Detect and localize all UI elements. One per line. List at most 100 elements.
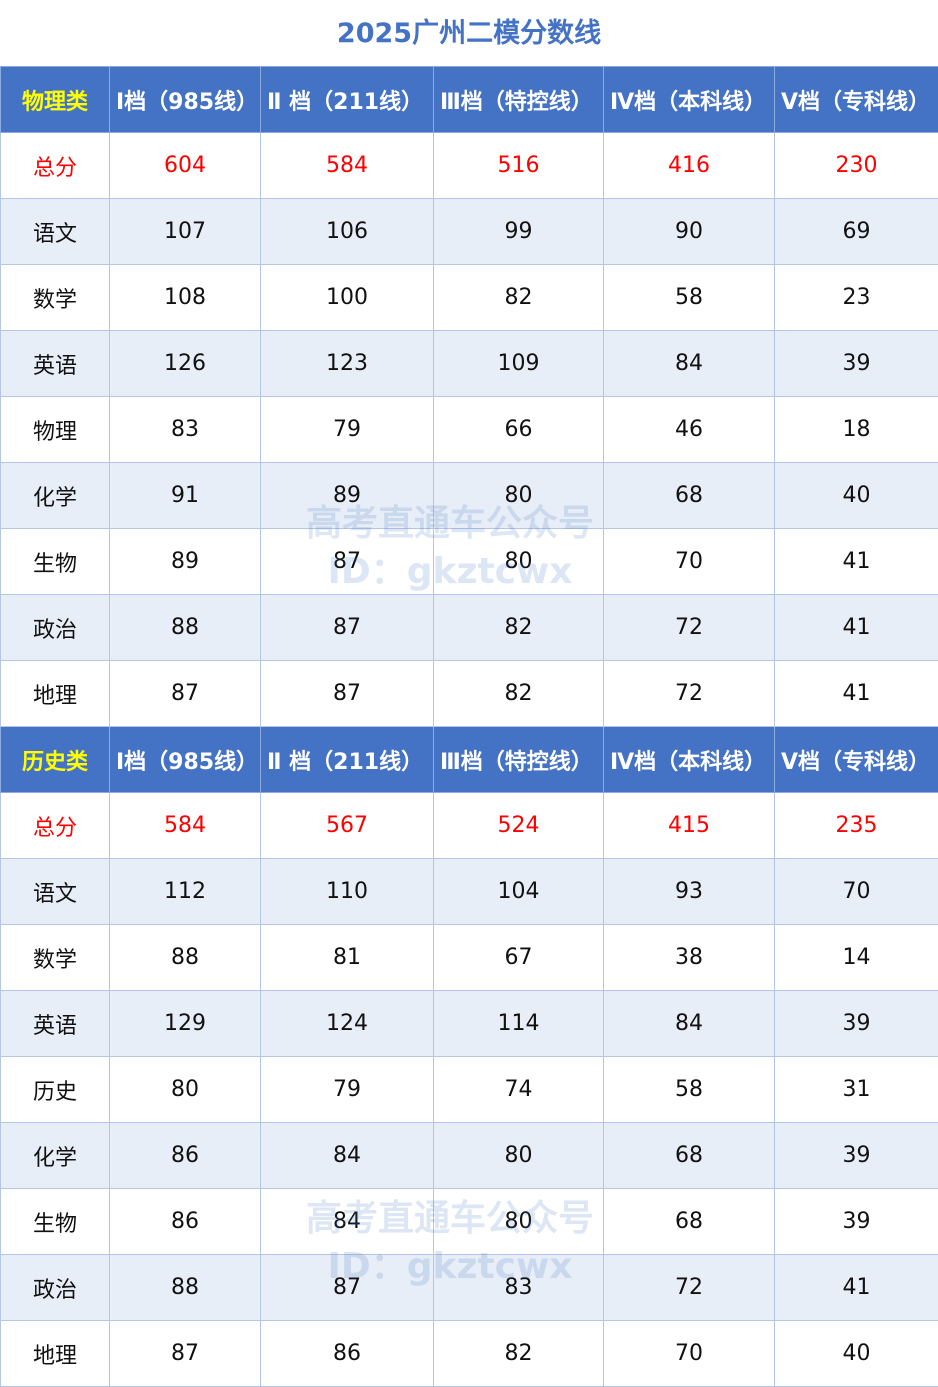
score-cell: 567 xyxy=(260,792,434,859)
table-row: 政治 88 87 82 72 41 xyxy=(0,594,938,661)
score-cell: 38 xyxy=(603,924,775,991)
column-header: Ⅰ档（985线） xyxy=(109,726,261,793)
score-cell: 81 xyxy=(260,924,434,991)
header-row: 物理类 Ⅰ档（985线） Ⅱ 档（211线） Ⅲ档（特控线） Ⅳ档（本科线） Ⅴ档（专科线… xyxy=(0,66,938,133)
column-header: Ⅲ档（特控线） xyxy=(433,66,604,133)
score-cell: 80 xyxy=(433,1122,604,1189)
score-cell: 89 xyxy=(109,528,261,595)
score-cell: 109 xyxy=(433,330,604,397)
score-cell: 80 xyxy=(433,528,604,595)
score-cell: 58 xyxy=(603,1056,775,1123)
category-header: 历史类 xyxy=(0,726,110,793)
score-cell: 66 xyxy=(433,396,604,463)
table-row: 生物 86 84 80 68 39 xyxy=(0,1188,938,1255)
score-cell: 89 xyxy=(260,462,434,529)
score-cell: 39 xyxy=(774,990,938,1057)
subject-cell: 地理 xyxy=(0,1320,110,1387)
table-row: 语文 107 106 99 90 69 xyxy=(0,198,938,265)
table-row: 地理 87 86 82 70 40 xyxy=(0,1320,938,1387)
score-cell: 39 xyxy=(774,330,938,397)
score-cell: 516 xyxy=(433,132,604,199)
table-row: 语文 112 110 104 93 70 xyxy=(0,858,938,925)
column-header: Ⅱ 档（211线） xyxy=(260,66,434,133)
score-cell: 46 xyxy=(603,396,775,463)
subject-cell: 英语 xyxy=(0,990,110,1057)
subject-cell: 化学 xyxy=(0,462,110,529)
score-cell: 70 xyxy=(603,528,775,595)
score-cell: 235 xyxy=(774,792,938,859)
score-cell: 82 xyxy=(433,264,604,331)
table-row: 生物 89 87 80 70 41 xyxy=(0,528,938,595)
score-cell: 87 xyxy=(260,594,434,661)
column-header: Ⅱ 档（211线） xyxy=(260,726,434,793)
subject-cell: 地理 xyxy=(0,660,110,727)
subject-cell: 历史 xyxy=(0,1056,110,1123)
subject-cell: 总分 xyxy=(0,792,110,859)
score-cell: 84 xyxy=(603,990,775,1057)
table-row: 化学 86 84 80 68 39 xyxy=(0,1122,938,1189)
page-title: 2025广州二模分数线 xyxy=(336,18,602,49)
column-header: Ⅲ档（特控线） xyxy=(433,726,604,793)
score-cell: 82 xyxy=(433,594,604,661)
score-cell: 126 xyxy=(109,330,261,397)
score-cell: 82 xyxy=(433,1320,604,1387)
score-cell: 41 xyxy=(774,1254,938,1321)
table-row: 英语 126 123 109 84 39 xyxy=(0,330,938,397)
score-cell: 91 xyxy=(109,462,261,529)
score-cell: 86 xyxy=(109,1188,261,1255)
score-cell: 106 xyxy=(260,198,434,265)
score-cell: 41 xyxy=(774,594,938,661)
subject-cell: 总分 xyxy=(0,132,110,199)
score-cell: 31 xyxy=(774,1056,938,1123)
header-row: 历史类 Ⅰ档（985线） Ⅱ 档（211线） Ⅲ档（特控线） Ⅳ档（本科线） Ⅴ档（专科线… xyxy=(0,726,938,793)
score-cell: 86 xyxy=(260,1320,434,1387)
subject-cell: 语文 xyxy=(0,198,110,265)
score-cell: 72 xyxy=(603,660,775,727)
score-cell: 80 xyxy=(433,462,604,529)
score-table: 物理类 Ⅰ档（985线） Ⅱ 档（211线） Ⅲ档（特控线） Ⅳ档（本科线） Ⅴ档（专科线… xyxy=(0,66,938,1387)
score-cell: 68 xyxy=(603,1122,775,1189)
score-cell: 18 xyxy=(774,396,938,463)
score-cell: 40 xyxy=(774,1320,938,1387)
score-cell: 230 xyxy=(774,132,938,199)
score-cell: 88 xyxy=(109,924,261,991)
score-cell: 83 xyxy=(109,396,261,463)
score-cell: 23 xyxy=(774,264,938,331)
score-cell: 99 xyxy=(433,198,604,265)
score-cell: 68 xyxy=(603,1188,775,1255)
score-cell: 584 xyxy=(109,792,261,859)
score-cell: 87 xyxy=(260,528,434,595)
column-header: Ⅳ档（本科线） xyxy=(603,726,775,793)
subject-cell: 化学 xyxy=(0,1122,110,1189)
score-cell: 40 xyxy=(774,462,938,529)
score-cell: 604 xyxy=(109,132,261,199)
table-row: 数学 108 100 82 58 23 xyxy=(0,264,938,331)
score-cell: 110 xyxy=(260,858,434,925)
subject-cell: 生物 xyxy=(0,528,110,595)
score-cell: 87 xyxy=(260,1254,434,1321)
score-cell: 584 xyxy=(260,132,434,199)
score-cell: 129 xyxy=(109,990,261,1057)
score-cell: 80 xyxy=(433,1188,604,1255)
column-header: Ⅳ档（本科线） xyxy=(603,66,775,133)
score-cell: 84 xyxy=(260,1122,434,1189)
table-row: 地理 87 87 82 72 41 xyxy=(0,660,938,727)
score-cell: 84 xyxy=(260,1188,434,1255)
subject-cell: 政治 xyxy=(0,1254,110,1321)
score-cell: 86 xyxy=(109,1122,261,1189)
subject-cell: 物理 xyxy=(0,396,110,463)
score-cell: 79 xyxy=(260,1056,434,1123)
score-cell: 100 xyxy=(260,264,434,331)
score-cell: 87 xyxy=(260,660,434,727)
score-cell: 70 xyxy=(603,1320,775,1387)
score-cell: 88 xyxy=(109,1254,261,1321)
score-cell: 14 xyxy=(774,924,938,991)
score-cell: 41 xyxy=(774,660,938,727)
score-cell: 82 xyxy=(433,660,604,727)
score-cell: 87 xyxy=(109,1320,261,1387)
score-cell: 84 xyxy=(603,330,775,397)
total-row: 总分 604 584 516 416 230 xyxy=(0,132,938,199)
score-cell: 123 xyxy=(260,330,434,397)
score-cell: 416 xyxy=(603,132,775,199)
score-cell: 90 xyxy=(603,198,775,265)
